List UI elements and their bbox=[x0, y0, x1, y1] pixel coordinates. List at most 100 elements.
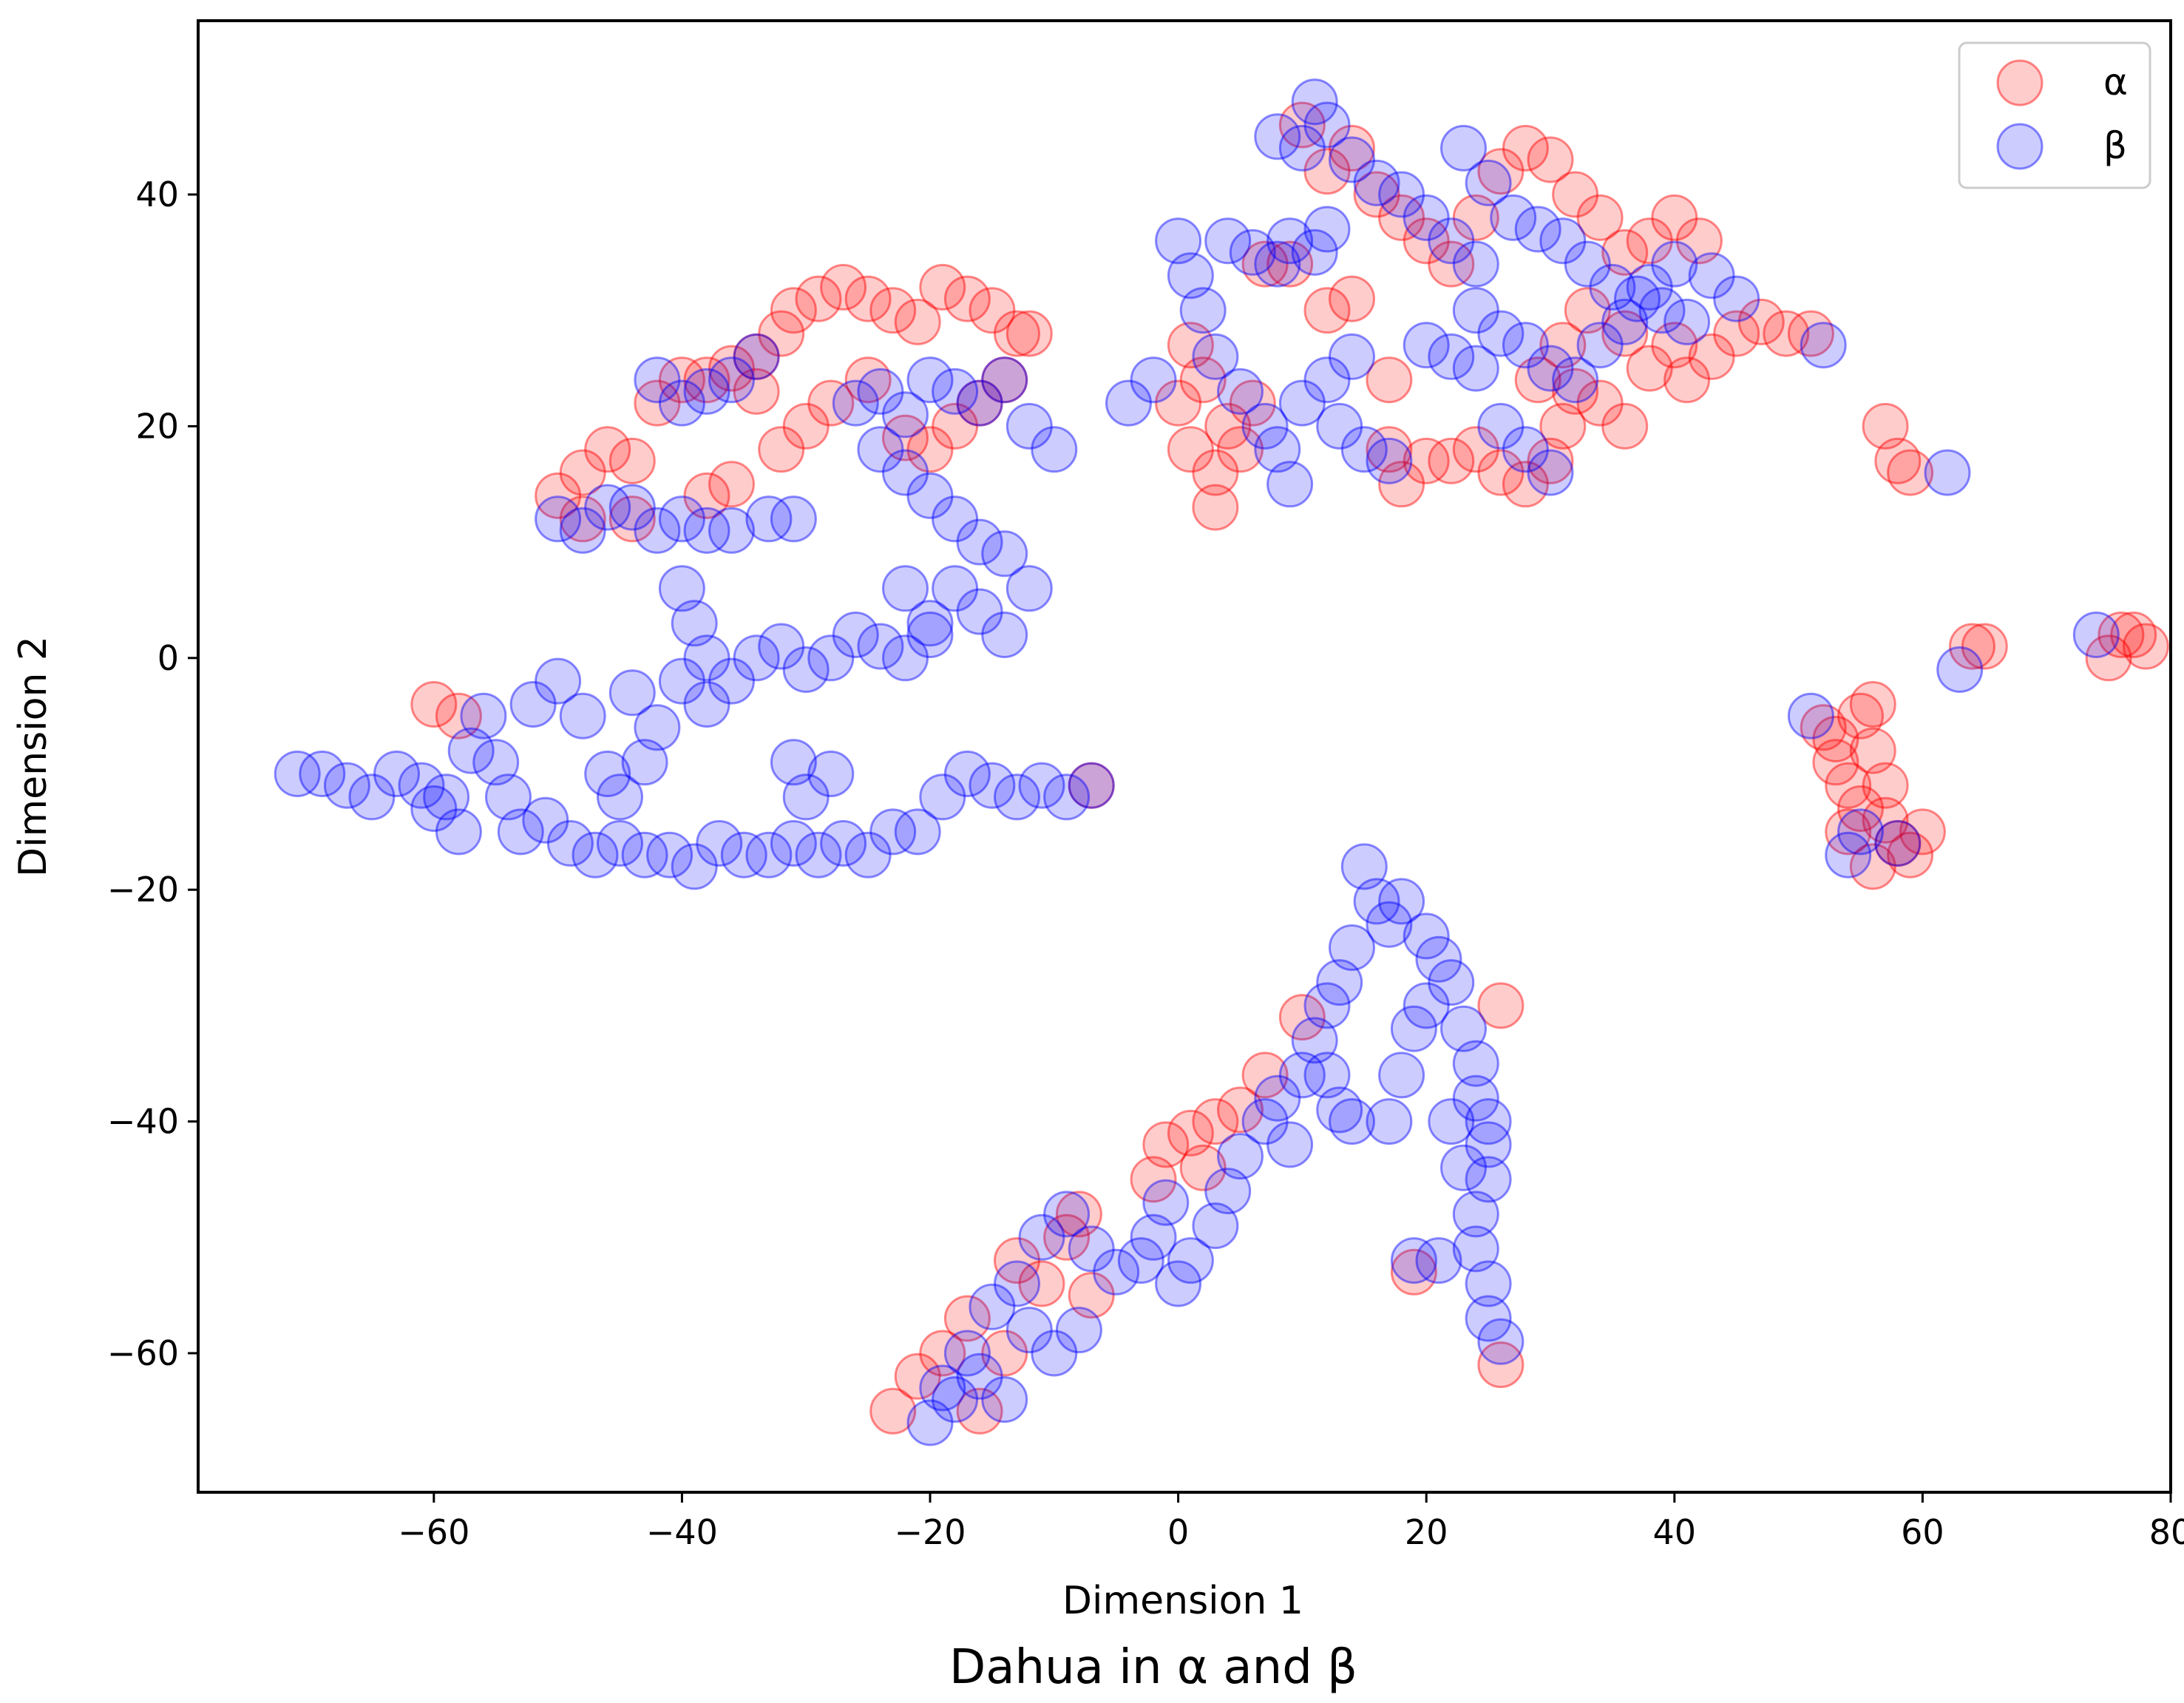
data-point bbox=[1452, 345, 1499, 392]
data-point bbox=[1887, 831, 1934, 878]
data-point bbox=[708, 356, 755, 404]
data-point bbox=[608, 495, 656, 543]
data-point bbox=[348, 773, 396, 821]
data-point bbox=[943, 275, 991, 322]
data-point bbox=[1800, 704, 1847, 751]
data-point bbox=[1862, 762, 1909, 809]
data-point bbox=[882, 634, 929, 682]
data-point bbox=[956, 518, 1003, 566]
data-point bbox=[969, 287, 1016, 334]
data-point bbox=[1664, 298, 1711, 345]
data-point bbox=[708, 507, 755, 554]
data-point bbox=[1155, 379, 1202, 427]
data-point bbox=[1737, 298, 1785, 345]
data-point bbox=[956, 1387, 1003, 1435]
data-point bbox=[1576, 322, 1624, 369]
data-point bbox=[608, 669, 656, 717]
data-point bbox=[1068, 1272, 1115, 1319]
data-point bbox=[1825, 808, 1872, 856]
data-point bbox=[1552, 171, 1599, 218]
data-point bbox=[1800, 322, 1847, 369]
data-point bbox=[1204, 402, 1252, 450]
data-point bbox=[1490, 194, 1537, 241]
data-point bbox=[1155, 1260, 1202, 1307]
data-point bbox=[1192, 1202, 1239, 1250]
data-point bbox=[869, 287, 917, 334]
data-point bbox=[1527, 449, 1574, 496]
data-point bbox=[535, 657, 582, 705]
data-point bbox=[1440, 1144, 1487, 1191]
data-point bbox=[981, 612, 1028, 658]
data-point bbox=[1340, 426, 1388, 473]
data-point bbox=[621, 739, 668, 786]
data-point bbox=[1539, 322, 1587, 369]
data-point bbox=[1477, 402, 1525, 450]
data-point bbox=[584, 484, 631, 531]
data-point bbox=[1366, 437, 1413, 484]
data-point bbox=[535, 472, 582, 519]
data-point bbox=[1601, 402, 1649, 450]
data-point bbox=[1527, 345, 1574, 392]
data-point bbox=[1403, 437, 1450, 484]
data-point bbox=[807, 634, 855, 682]
data-point bbox=[1167, 426, 1214, 473]
data-point bbox=[1539, 217, 1587, 265]
data-point bbox=[696, 820, 743, 867]
data-point bbox=[1514, 206, 1561, 253]
data-point bbox=[1291, 1017, 1338, 1064]
data-point bbox=[1278, 379, 1326, 427]
data-point bbox=[634, 507, 681, 554]
data-point bbox=[807, 379, 855, 427]
data-point bbox=[1452, 287, 1499, 334]
data-point bbox=[1552, 356, 1599, 404]
data-point bbox=[1626, 263, 1673, 311]
data-point bbox=[1005, 310, 1053, 357]
data-point bbox=[807, 751, 855, 797]
data-point bbox=[683, 356, 730, 404]
data-point bbox=[1837, 808, 1884, 856]
y-tick-label: 20 bbox=[135, 406, 179, 446]
data-point bbox=[683, 634, 730, 682]
data-point bbox=[1217, 1133, 1264, 1180]
data-point bbox=[733, 333, 780, 380]
x-tick-label: −20 bbox=[894, 1512, 966, 1552]
data-point bbox=[981, 1376, 1028, 1423]
x-tick-label: 60 bbox=[1901, 1512, 1944, 1552]
data-point bbox=[943, 1295, 991, 1342]
data-point bbox=[410, 681, 458, 728]
data-point bbox=[1403, 982, 1450, 1029]
data-point bbox=[1589, 263, 1636, 311]
data-point bbox=[1403, 217, 1450, 265]
data-point bbox=[1390, 1248, 1437, 1296]
data-point bbox=[572, 831, 619, 878]
data-point bbox=[919, 773, 966, 821]
data-point bbox=[2097, 612, 2145, 658]
plot-frame bbox=[197, 19, 2172, 1494]
data-point bbox=[1502, 124, 1549, 172]
data-point bbox=[770, 820, 817, 867]
data-point bbox=[733, 634, 780, 682]
data-point bbox=[1874, 820, 1922, 867]
data-point bbox=[1192, 484, 1239, 531]
data-point bbox=[1142, 1121, 1190, 1168]
data-point bbox=[410, 785, 458, 832]
data-point bbox=[1552, 368, 1599, 415]
data-point bbox=[1465, 1260, 1512, 1307]
data-point bbox=[1291, 78, 1338, 126]
data-point bbox=[1539, 402, 1587, 450]
data-point bbox=[1217, 1086, 1264, 1134]
data-point bbox=[1936, 646, 1984, 693]
data-point bbox=[1465, 1121, 1512, 1168]
data-point bbox=[398, 762, 445, 809]
data-point bbox=[1018, 762, 1065, 809]
data-point bbox=[1428, 1098, 1475, 1145]
data-point bbox=[943, 751, 991, 797]
data-point bbox=[1005, 402, 1053, 450]
data-point bbox=[1167, 1109, 1214, 1157]
data-point bbox=[1043, 1213, 1091, 1261]
data-point bbox=[733, 333, 780, 380]
data-point bbox=[1329, 275, 1375, 322]
data-point bbox=[1254, 113, 1301, 160]
data-point bbox=[1576, 379, 1624, 427]
data-point bbox=[1155, 217, 1202, 265]
